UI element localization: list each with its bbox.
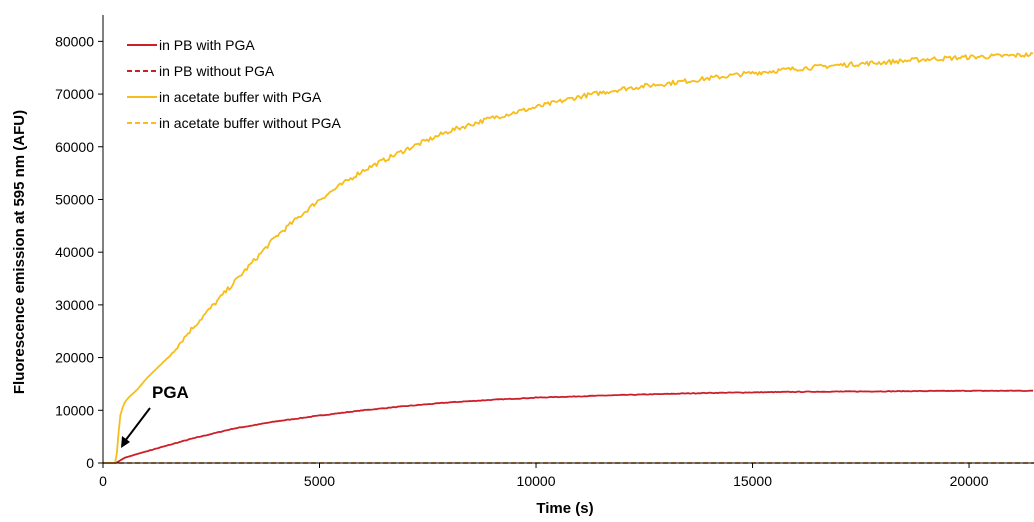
y-tick-label: 20000 (55, 350, 94, 366)
y-tick-label: 70000 (55, 86, 94, 102)
x-tick-label: 20000 (950, 473, 989, 489)
legend-label: in acetate buffer with PGA (159, 89, 322, 105)
x-tick-label: 10000 (517, 473, 556, 489)
y-tick-label: 10000 (55, 402, 94, 418)
y-axis-title: Fluorescence emission at 595 nm (AFU) (11, 110, 28, 394)
legend-label: in acetate buffer without PGA (159, 115, 342, 131)
legend-label: in PB without PGA (159, 63, 275, 79)
annotation-arrowhead (121, 436, 130, 448)
annotation-arrow (124, 407, 151, 442)
y-tick-label: 80000 (55, 33, 94, 49)
x-tick-label: 15000 (733, 473, 772, 489)
x-tick-label: 0 (99, 473, 107, 489)
y-tick-label: 0 (86, 455, 94, 471)
series-line-1 (103, 389, 1034, 464)
series-line-3 (103, 52, 1034, 464)
y-tick-label: 60000 (55, 139, 94, 155)
y-tick-label: 30000 (55, 297, 94, 313)
legend: in PB with PGA in PB without PGA in acetat… (127, 37, 342, 131)
annotation-label: PGA (152, 383, 189, 402)
y-tick-label: 40000 (55, 244, 94, 260)
axes (102, 15, 1034, 464)
y-tick-label: 50000 (55, 191, 94, 207)
y-axis-ticks: 0 10000 20000 30000 40000 50000 60000 70000 8000… (55, 33, 103, 471)
pga-annotation: PGA (121, 383, 189, 448)
legend-label: in PB with PGA (159, 37, 255, 53)
x-tick-label: 5000 (304, 473, 335, 489)
x-axis-title: Time (s) (536, 500, 593, 517)
x-axis-ticks: 0 5000 10000 15000 20000 (99, 463, 989, 489)
